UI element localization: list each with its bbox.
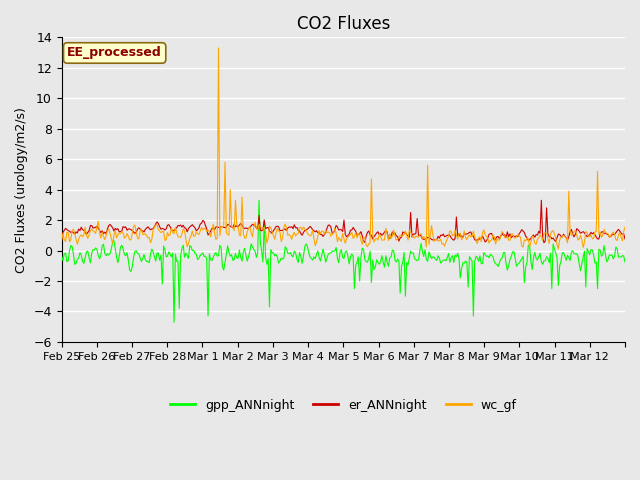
Text: EE_processed: EE_processed [67, 47, 162, 60]
Legend: gpp_ANNnight, er_ANNnight, wc_gf: gpp_ANNnight, er_ANNnight, wc_gf [165, 394, 522, 417]
Title: CO2 Fluxes: CO2 Fluxes [296, 15, 390, 33]
Y-axis label: CO2 Fluxes (urology/m2/s): CO2 Fluxes (urology/m2/s) [15, 107, 28, 273]
